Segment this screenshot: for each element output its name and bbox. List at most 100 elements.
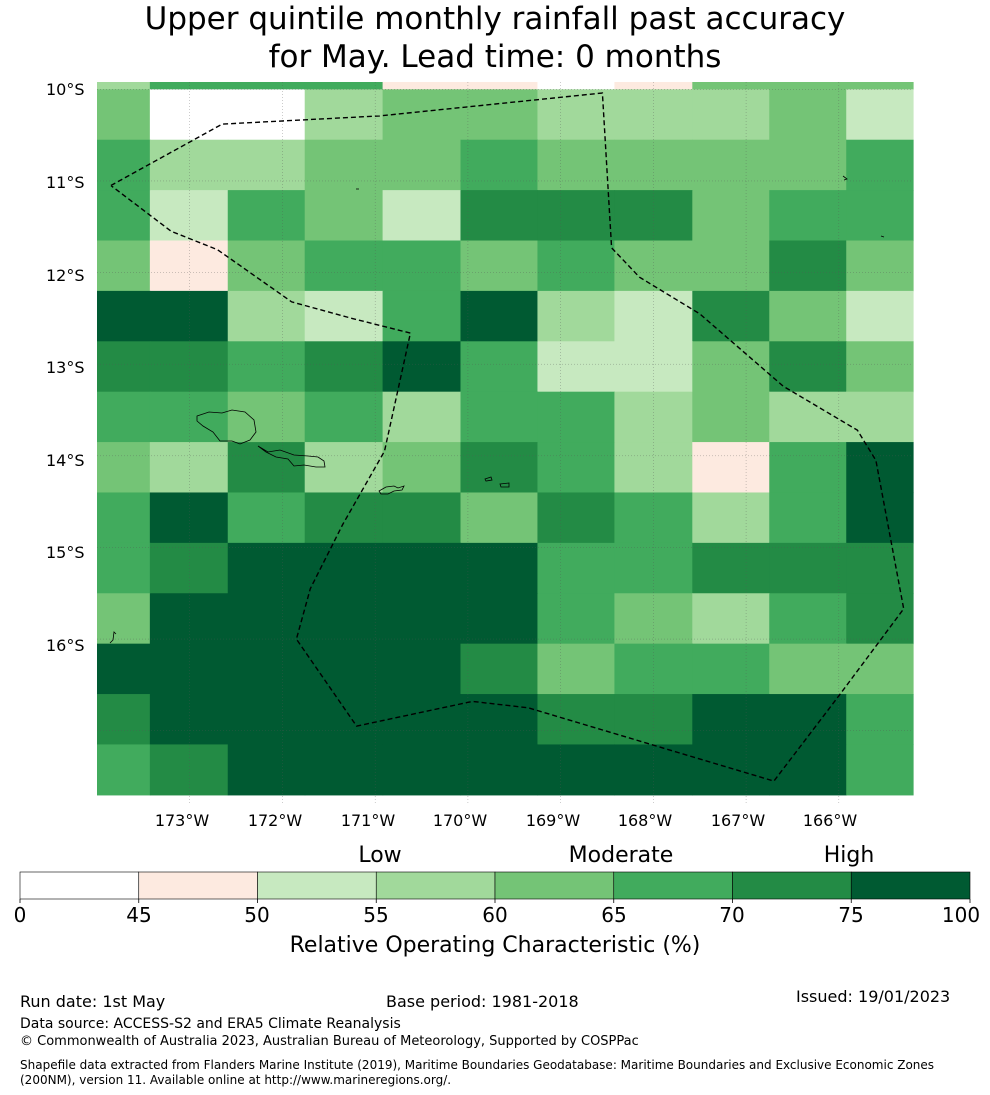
grid-cell (537, 341, 616, 393)
grid-cell (537, 744, 616, 796)
issued-date: Issued: 19/01/2023 (796, 987, 951, 1006)
colorbar-tick-label: 55 (363, 903, 389, 927)
grid-cell (537, 82, 616, 90)
grid-cell (692, 290, 770, 342)
grid-cell (537, 190, 616, 242)
grid-cell (149, 593, 229, 645)
colorbar-axis-label: Relative Operating Characteristic (%) (289, 933, 701, 958)
grid-cell (614, 240, 693, 292)
grid-cell (846, 341, 914, 393)
grid-cell (304, 190, 384, 242)
grid-cell (149, 240, 229, 292)
grid-cell (382, 190, 462, 242)
map-gridlines (97, 82, 913, 804)
grid-cell (97, 542, 151, 594)
island-tokelau-a (842, 175, 848, 181)
map-title: Upper quintile monthly rainfall past acc… (0, 0, 990, 76)
grid-cell (149, 744, 229, 796)
grid-cell (614, 744, 693, 796)
map-title-line-1: Upper quintile monthly rainfall past acc… (144, 1, 846, 37)
grid-cell (614, 341, 693, 393)
colorbar-segment (19, 871, 140, 900)
grid-cell (149, 643, 229, 695)
grid-cell (97, 82, 151, 90)
run-date: Run date: 1st May (20, 992, 166, 1011)
grid-cell (149, 442, 229, 494)
grid-cell (614, 593, 693, 645)
grid-cell (460, 492, 539, 544)
grid-cell (460, 542, 539, 594)
grid-cell (227, 290, 306, 342)
grid-cell (382, 643, 462, 695)
grid-cell (846, 290, 914, 342)
colorbar-segment (257, 871, 377, 900)
grid-cell (382, 290, 462, 342)
grid-cell (537, 643, 616, 695)
grid-cell (537, 240, 616, 292)
colorbar-segment (850, 871, 971, 900)
grid-cell (382, 240, 462, 292)
grid-cell (382, 391, 462, 443)
island-wallis (109, 631, 117, 644)
shapefile-credit-line-2: (200NM), version 11. Available online at… (20, 1073, 452, 1087)
grid-cell (692, 492, 770, 544)
grid-cell (769, 643, 847, 695)
colorbar-segment (494, 871, 615, 900)
grid-cell (769, 442, 847, 494)
grid-cell (614, 542, 693, 594)
grid-cell (460, 190, 539, 242)
grid-cell (614, 694, 693, 746)
grid-cell (614, 643, 693, 695)
grid-cell (460, 391, 539, 443)
grid-cell (769, 593, 847, 645)
grid-cell (846, 240, 914, 292)
grid-cell (304, 341, 384, 393)
grid-cell (537, 391, 616, 443)
grid-cell (460, 744, 539, 796)
grid-cell (97, 240, 151, 292)
colorbar-tick-label: 50 (244, 903, 270, 927)
eez-boundary (110, 92, 905, 782)
map-title-line-2: for May. Lead time: 0 months (268, 39, 722, 75)
map-grid-cells (97, 82, 914, 796)
colorbar-segment (613, 871, 733, 900)
island-tutuila (378, 485, 405, 495)
grid-cell (537, 290, 616, 342)
grid-cell (97, 442, 151, 494)
grid-cell (382, 492, 462, 544)
grid-cell (227, 593, 306, 645)
grid-cell (460, 442, 539, 494)
grid-cell (537, 492, 616, 544)
grid-cell (382, 542, 462, 594)
grid-cell (460, 643, 539, 695)
grid-cell (692, 139, 770, 191)
grid-cell (460, 290, 539, 342)
grid-cell (227, 694, 306, 746)
grid-cell (97, 492, 151, 544)
grid-cell (149, 82, 229, 90)
grid-cell (692, 593, 770, 645)
lon-label: 172°W (247, 811, 303, 830)
grid-cell (537, 593, 616, 645)
grid-cell (97, 190, 151, 242)
grid-cell (769, 139, 847, 191)
grid-cell (382, 744, 462, 796)
grid-cell (97, 139, 151, 191)
grid-cell (227, 89, 306, 141)
grid-cell (769, 492, 847, 544)
grid-cell (692, 643, 770, 695)
grid-cell (537, 442, 616, 494)
grid-cell (149, 391, 229, 443)
lon-label: 173°W (154, 811, 210, 830)
grid-cell (537, 694, 616, 746)
grid-cell (227, 341, 306, 393)
lon-label: 166°W (802, 811, 858, 830)
grid-cell (846, 593, 914, 645)
grid-cell (382, 694, 462, 746)
grid-cell (227, 442, 306, 494)
grid-cell (97, 290, 151, 342)
grid-cell (692, 542, 770, 594)
grid-cell (382, 82, 462, 90)
grid-cell (537, 139, 616, 191)
